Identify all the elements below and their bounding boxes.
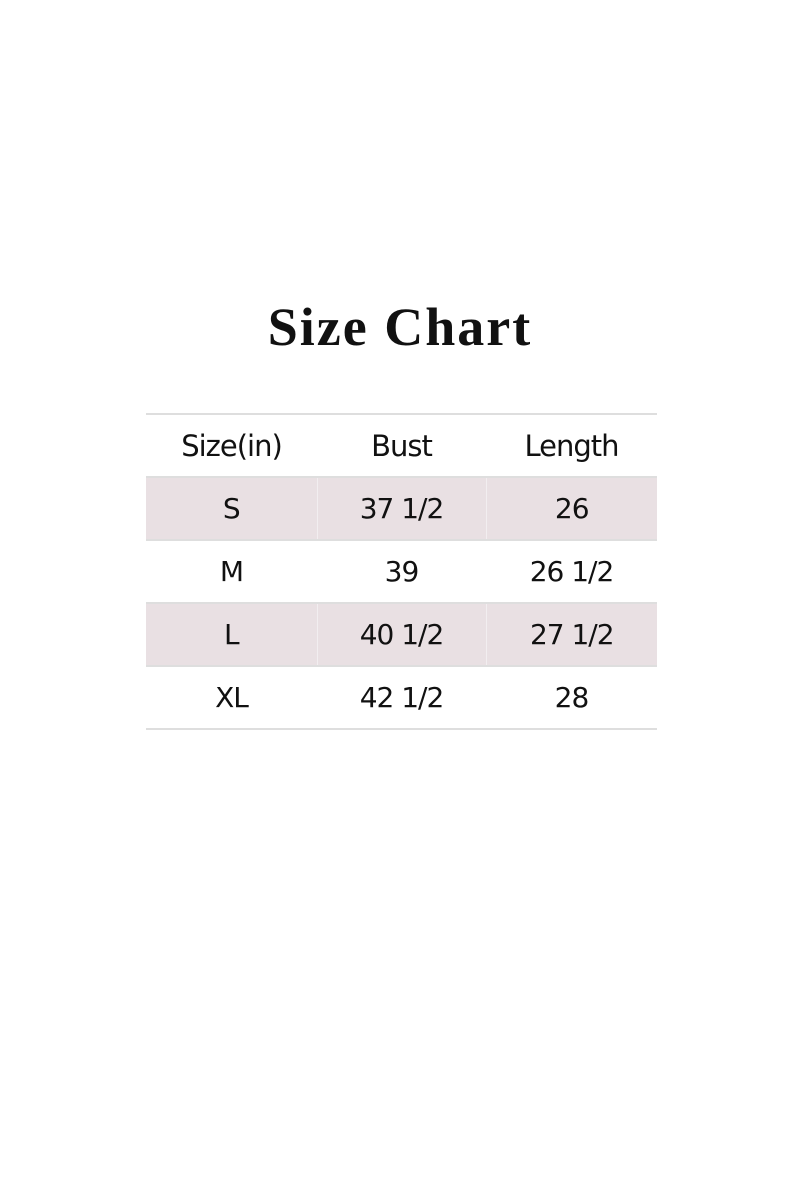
table-header-row: Size(in) Bust Length bbox=[146, 413, 657, 477]
header-size: Size(in) bbox=[146, 413, 317, 477]
size-chart-table: Size(in) Bust Length S 37 1/2 26 M 39 26… bbox=[146, 413, 657, 730]
bust-cell: 37 1/2 bbox=[316, 476, 486, 540]
bust-cell: 39 bbox=[317, 539, 486, 603]
length-cell: 26 bbox=[485, 476, 657, 540]
table-row: S 37 1/2 26 bbox=[146, 476, 657, 540]
table-row: L 40 1/2 27 1/2 bbox=[146, 602, 657, 666]
size-cell: M bbox=[146, 539, 317, 603]
size-cell: L bbox=[146, 602, 317, 666]
length-cell: 26 1/2 bbox=[486, 539, 657, 603]
header-bust: Bust bbox=[317, 413, 486, 477]
table-row: XL 42 1/2 28 bbox=[146, 665, 657, 730]
bust-cell: 40 1/2 bbox=[316, 602, 486, 666]
length-cell: 28 bbox=[486, 665, 657, 730]
length-cell: 27 1/2 bbox=[485, 602, 657, 666]
size-cell: XL bbox=[146, 665, 317, 730]
size-cell: S bbox=[146, 476, 317, 540]
header-length: Length bbox=[486, 413, 657, 477]
bust-cell: 42 1/2 bbox=[317, 665, 486, 730]
page-title: Size Chart bbox=[267, 297, 533, 357]
table-row: M 39 26 1/2 bbox=[146, 539, 657, 603]
